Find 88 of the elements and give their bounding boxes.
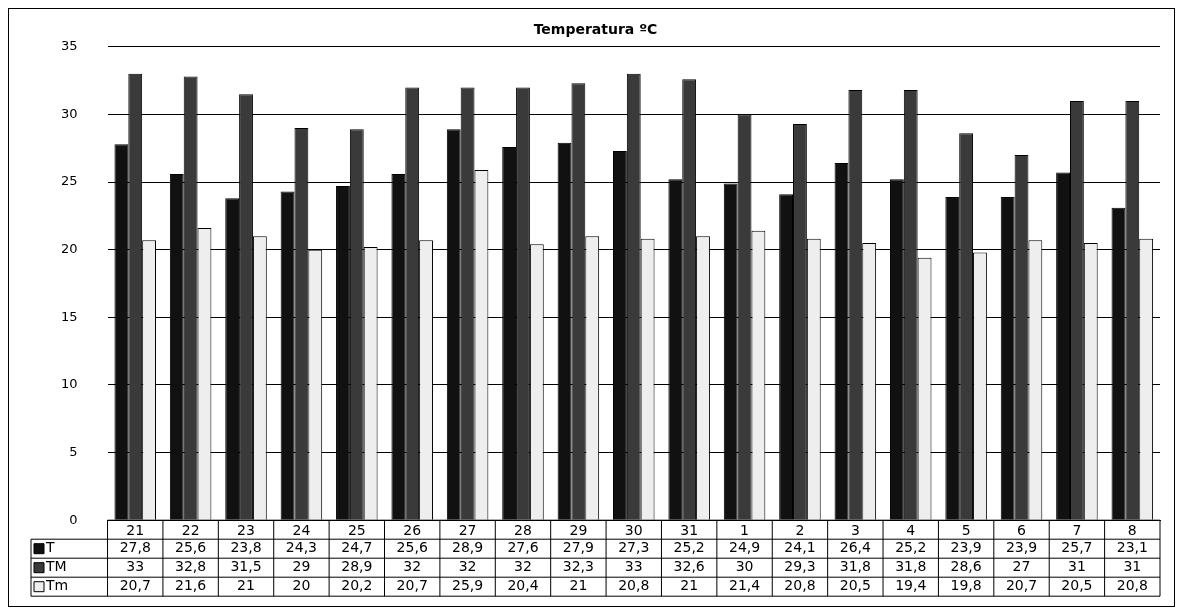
data-label: 21 — [237, 577, 255, 594]
x-tick-label: 8 — [1127, 522, 1137, 539]
x-tick-label: 23 — [237, 522, 255, 539]
data-label: 25,2 — [895, 539, 927, 556]
data-label: 20,5 — [1061, 577, 1093, 594]
data-label: 30 — [735, 558, 754, 575]
data-label: 20,8 — [618, 577, 650, 594]
data-label: 27,6 — [507, 539, 539, 556]
data-label: 24,7 — [341, 539, 373, 556]
y-tick-label: 15 — [61, 308, 78, 324]
y-tick-label: 5 — [69, 443, 78, 459]
y-tick-label: 20 — [61, 241, 78, 257]
data-label: 32,8 — [175, 558, 207, 575]
data-label: 32 — [514, 558, 532, 575]
data-label: 25,9 — [452, 577, 484, 594]
data-label: 31,5 — [230, 558, 262, 575]
x-tick-label: 30 — [624, 522, 643, 539]
data-label: 23,9 — [1005, 539, 1038, 556]
data-label: 20,8 — [1116, 577, 1148, 594]
data-label: 21,4 — [728, 577, 761, 594]
x-tick-label: 21 — [126, 522, 145, 539]
data-label: 32,6 — [673, 558, 705, 575]
data-label: 26,4 — [839, 539, 872, 556]
x-tick-label: 24 — [292, 522, 311, 539]
x-tick-label: 2 — [795, 522, 805, 539]
data-label: 23,8 — [230, 539, 262, 556]
data-label: 24,1 — [784, 539, 816, 556]
data-label: 19,4 — [895, 577, 927, 594]
data-label: 31,8 — [839, 558, 871, 575]
x-tick-label: 29 — [569, 522, 588, 539]
x-tick-label: 27 — [458, 522, 477, 539]
data-label: 33 — [624, 558, 643, 575]
data-label: 28,9 — [452, 539, 484, 556]
data-label: 20 — [292, 577, 311, 594]
data-label: 25,6 — [396, 539, 428, 556]
data-label: 25,6 — [175, 539, 207, 556]
x-tick-label: 25 — [347, 522, 366, 539]
data-label: 33 — [126, 558, 145, 575]
data-label: 31,8 — [895, 558, 927, 575]
legend-label: Tm — [45, 577, 69, 594]
x-tick-label: 6 — [1017, 522, 1027, 539]
y-tick-label: 10 — [61, 376, 78, 392]
data-label: 20,7 — [1005, 577, 1038, 594]
data-label: 21,6 — [175, 577, 207, 594]
chart-title: Temperatura ºC — [533, 21, 658, 38]
y-tick-label: 30 — [61, 105, 78, 121]
data-label: 28,6 — [950, 558, 982, 575]
y-tick-label: 25 — [61, 173, 78, 189]
data-label: 20,7 — [119, 577, 151, 594]
data-label: 20,5 — [839, 577, 871, 594]
x-tick-label: 28 — [514, 522, 532, 539]
data-label: 20,8 — [784, 577, 816, 594]
data-label: 27,9 — [562, 539, 594, 556]
data-label: 28,9 — [341, 558, 373, 575]
x-tick-label: 7 — [1072, 522, 1082, 539]
data-label: 32,3 — [562, 558, 594, 575]
data-label: 25,2 — [673, 539, 705, 556]
data-label: 27,3 — [618, 539, 650, 556]
data-label: 20,4 — [507, 577, 539, 594]
x-tick-label: 5 — [961, 522, 971, 539]
data-label: 20,7 — [396, 577, 428, 594]
x-tick-label: 3 — [850, 522, 860, 539]
data-label: 24,3 — [285, 539, 317, 556]
data-label: 25,7 — [1061, 539, 1093, 556]
legend-label: T — [45, 539, 55, 556]
data-label: 21 — [680, 577, 699, 594]
x-tick-label: 22 — [181, 522, 200, 539]
data-label: 23,9 — [950, 539, 982, 556]
data-label: 20,2 — [341, 577, 373, 594]
data-label: 27 — [1012, 558, 1031, 575]
data-label: 27,8 — [119, 539, 151, 556]
data-label: 29,3 — [784, 558, 816, 575]
y-tick-label: 35 — [61, 38, 78, 54]
legend-label: TM — [45, 558, 67, 575]
data-label: 24,9 — [728, 539, 761, 556]
x-tick-label: 4 — [906, 522, 916, 539]
x-tick-label: 26 — [403, 522, 422, 539]
data-label: 32 — [458, 558, 477, 575]
y-tick-label: 0 — [69, 511, 78, 527]
data-label: 21 — [569, 577, 588, 594]
x-tick-label: 31 — [680, 522, 699, 539]
data-label: 23,1 — [1116, 539, 1148, 556]
data-label: 31 — [1068, 558, 1086, 575]
data-label: 32 — [403, 558, 422, 575]
x-tick-label: 1 — [740, 522, 750, 539]
data-label: 19,8 — [950, 577, 982, 594]
data-label: 29 — [292, 558, 311, 575]
data-label: 31 — [1123, 558, 1142, 575]
